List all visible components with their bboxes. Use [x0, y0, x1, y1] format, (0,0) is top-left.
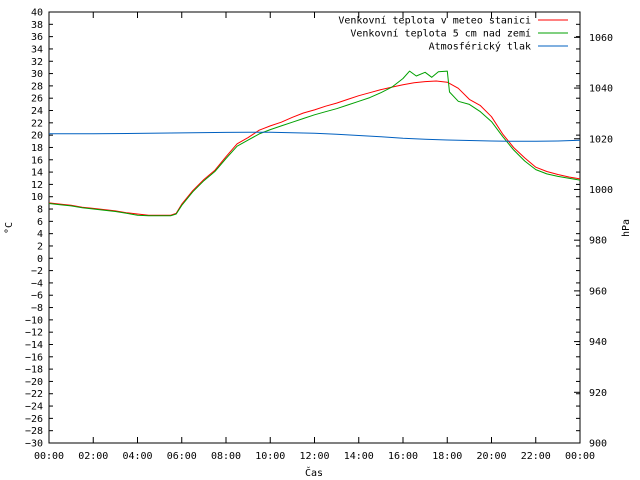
left-axis-ticks: 4038363432302826242220181614121086420−2−… — [25, 8, 580, 450]
legend-label-1: Venkovní teplota v meteo stanici — [338, 15, 531, 27]
x-tick-label: 00:00 — [565, 451, 595, 462]
left-tick-label: −18 — [25, 365, 43, 376]
left-tick-label: −24 — [25, 402, 43, 413]
left-tick-label: −4 — [31, 278, 43, 289]
left-tick-label: 22 — [31, 118, 43, 129]
left-tick-label: 34 — [31, 44, 43, 55]
left-tick-label: 40 — [31, 8, 43, 19]
left-tick-label: 28 — [31, 81, 43, 92]
x-tick-label: 00:00 — [34, 451, 64, 462]
left-tick-label: 0 — [37, 254, 43, 265]
x-tick-label: 12:00 — [299, 451, 329, 462]
right-tick-label: 900 — [589, 439, 607, 450]
left-tick-label: 8 — [37, 205, 43, 216]
left-tick-label: −26 — [25, 414, 43, 425]
left-tick-label: 36 — [31, 32, 43, 43]
x-tick-label: 18:00 — [432, 451, 462, 462]
legend-label-3: Atmosférický tlak — [429, 41, 531, 53]
x-tick-label: 14:00 — [344, 451, 374, 462]
left-tick-label: 12 — [31, 180, 43, 191]
left-tick-label: 6 — [37, 217, 43, 228]
left-tick-label: −28 — [25, 426, 43, 437]
left-tick-label: −30 — [25, 439, 43, 450]
plot-frame — [48, 11, 581, 444]
x-tick-label: 08:00 — [211, 451, 241, 462]
series-line-2 — [48, 70, 581, 217]
left-tick-label: 4 — [37, 229, 43, 240]
left-tick-label: 38 — [31, 20, 43, 31]
x-axis-ticks: 00:00 02:00 04:00 06:00 08:00 10:00 12:00 14:00… — [34, 12, 595, 462]
left-tick-label: −20 — [25, 377, 43, 388]
left-tick-label: −12 — [25, 328, 43, 339]
x-tick-label: 20:00 — [476, 451, 506, 462]
x-tick-label: 04:00 — [122, 451, 152, 462]
series-line-1 — [48, 80, 581, 216]
left-tick-label: 18 — [31, 143, 43, 154]
left-tick-label: 14 — [31, 168, 43, 179]
left-tick-label: −22 — [25, 389, 43, 400]
x-axis-label: Čas — [305, 466, 323, 479]
left-tick-label: −16 — [25, 352, 43, 363]
left-tick-label: −14 — [25, 340, 43, 351]
right-tick-label: 1040 — [589, 84, 613, 95]
legend-label-2: Venkovní teplota 5 cm nad zemí — [350, 28, 531, 40]
left-tick-label: 10 — [31, 192, 43, 203]
right-tick-label: 980 — [589, 236, 607, 247]
left-tick-label: 32 — [31, 57, 43, 68]
series-line-3 — [49, 131, 581, 142]
x-tick-label: 16:00 — [388, 451, 418, 462]
left-tick-label: 20 — [31, 131, 43, 142]
right-tick-label: 1000 — [589, 185, 613, 196]
x-tick-label: 22:00 — [521, 451, 551, 462]
left-tick-label: 24 — [31, 106, 43, 117]
left-axis-label: °C — [4, 222, 15, 234]
right-tick-label: 1060 — [589, 33, 613, 44]
left-tick-label: 2 — [37, 241, 43, 252]
left-tick-label: 26 — [31, 94, 43, 105]
left-tick-label: 16 — [31, 155, 43, 166]
left-tick-label: −2 — [31, 266, 43, 277]
right-tick-label: 960 — [589, 286, 607, 297]
left-tick-label: 30 — [31, 69, 43, 80]
left-tick-label: −10 — [25, 315, 43, 326]
right-axis-label: hPa — [621, 219, 632, 237]
right-axis-ticks: 1060 1040 1020 1000 980 960 940 920 900 — [574, 33, 613, 450]
left-tick-label: −8 — [31, 303, 43, 314]
series-group — [48, 70, 581, 217]
legend: Venkovní teplota v meteo staniciVenkovní… — [338, 15, 568, 53]
right-tick-label: 1020 — [589, 134, 613, 145]
right-tick-label: 920 — [589, 388, 607, 399]
x-tick-label: 10:00 — [255, 451, 285, 462]
right-tick-label: 940 — [589, 337, 607, 348]
x-tick-label: 02:00 — [78, 451, 108, 462]
left-tick-label: −6 — [31, 291, 43, 302]
x-tick-label: 06:00 — [167, 451, 197, 462]
